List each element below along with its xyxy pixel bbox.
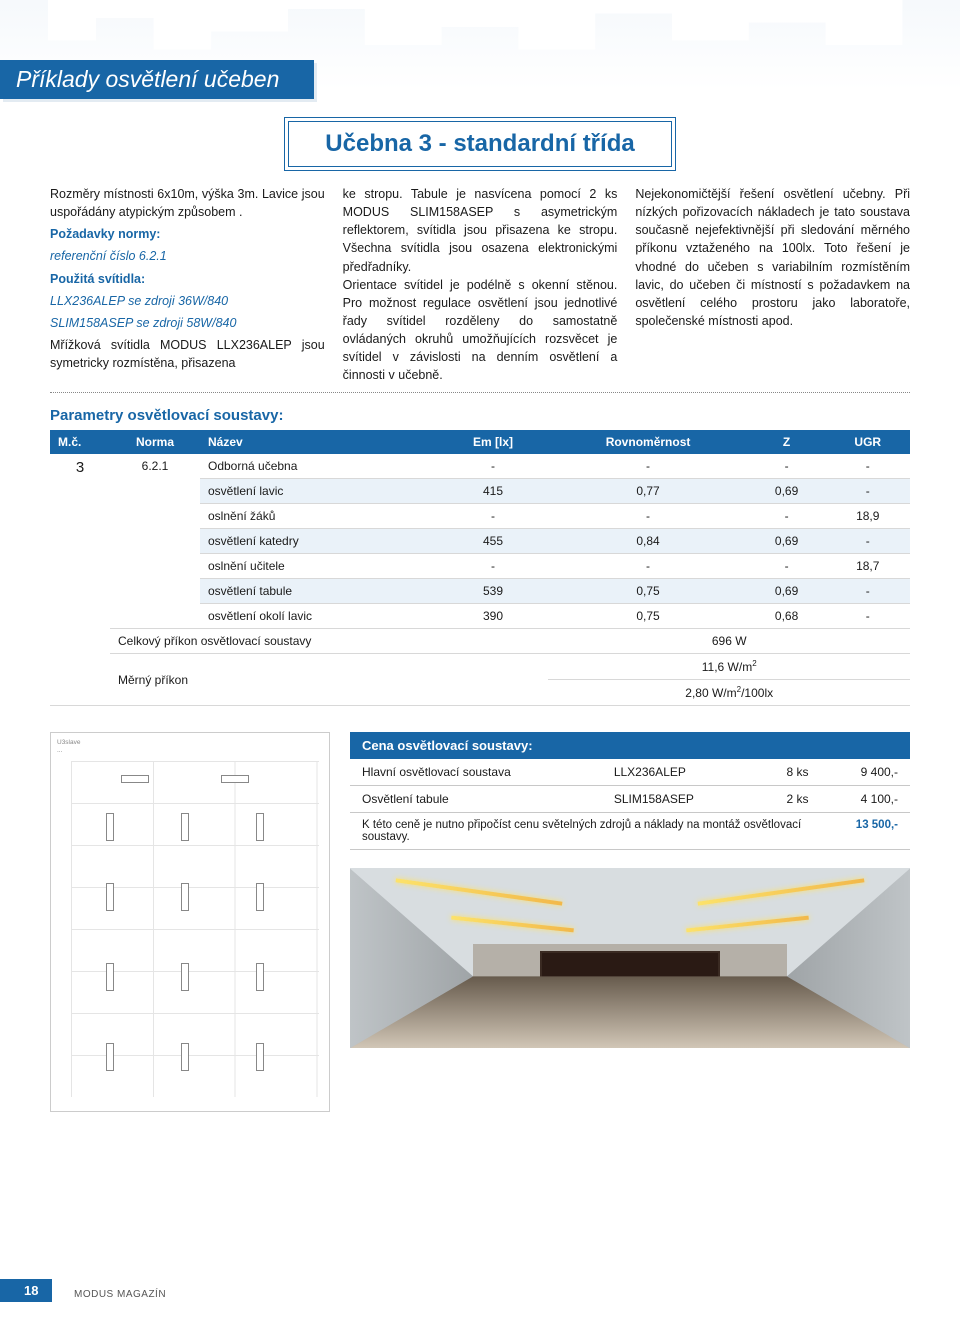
page-number: 18 [0, 1279, 52, 1302]
cell: 0,69 [748, 529, 826, 554]
th-em: Em [lx] [438, 430, 549, 454]
spec-power-2: 2,80 W/m2/100lx [548, 680, 910, 706]
cell: - [438, 554, 549, 579]
intro-col-2: ke stropu. Tabule je nasvícena pomocí 2 … [343, 185, 618, 384]
separator [50, 392, 910, 393]
cell: osvětlení okolí lavic [200, 604, 438, 629]
price-model: LLX236ALEP [602, 759, 754, 786]
table-header-row: M.č. Norma Název Em [lx] Rovnoměrnost Z … [50, 430, 910, 454]
cell: 0,77 [548, 479, 747, 504]
cell: 0,75 [548, 604, 747, 629]
cell: 0,69 [748, 479, 826, 504]
th-z: Z [748, 430, 826, 454]
th-mc: M.č. [50, 430, 110, 454]
page-subtitle: Učebna 3 - standardní třída [288, 121, 671, 167]
cell: - [826, 604, 910, 629]
price-total: 13 500,- [826, 819, 898, 843]
cell: - [438, 504, 549, 529]
price-note: K této ceně je nutno připočíst cenu svět… [362, 819, 826, 843]
fixture-description: Mřížková svítidla MODUS LLX236ALEP jsou … [50, 336, 325, 372]
parameters-table: M.č. Norma Název Em [lx] Rovnoměrnost Z … [50, 430, 910, 706]
lower-section: U3slave... Cena osvětlovací soust [50, 732, 910, 1112]
room-render [350, 868, 910, 1048]
fixtures-label: Použitá svítidla: [50, 270, 325, 288]
cell: Odborná učebna [200, 454, 438, 479]
magazine-name: MODUS MAGAZÍN [74, 1289, 166, 1300]
intro-col-3: Nejekonomičtější řešení osvětlení učebny… [635, 185, 910, 384]
cell: - [826, 579, 910, 604]
cell: - [438, 454, 549, 479]
fixture-b: SLIM158ASEP se zdroji 58W/840 [50, 314, 325, 332]
params-title: Parametry osvětlovací soustavy: [50, 407, 910, 424]
th-name: Název [200, 430, 438, 454]
floor-plan-diagram: U3slave... [50, 732, 330, 1112]
cell: osvětlení lavic [200, 479, 438, 504]
cell: 0,68 [748, 604, 826, 629]
price-label: Osvětlení tabule [350, 786, 602, 813]
subtitle-container: Učebna 3 - standardní třída [50, 121, 910, 167]
cell: - [748, 454, 826, 479]
cell: 539 [438, 579, 549, 604]
price-and-render: Cena osvětlovací soustavy: Hlavní osvětl… [350, 732, 910, 1112]
cell: 415 [438, 479, 549, 504]
price-qty: 8 ks [753, 759, 820, 786]
cell: 18,9 [826, 504, 910, 529]
price-table: Hlavní osvětlovací soustavaLLX236ALEP8 k… [350, 759, 910, 813]
price-row: Osvětlení tabuleSLIM158ASEP2 ks4 100,- [350, 786, 910, 813]
th-rov: Rovnoměrnost [548, 430, 747, 454]
cell: 0,75 [548, 579, 747, 604]
th-ugr: UGR [826, 430, 910, 454]
total-power-label: Celkový příkon osvětlovací soustavy [110, 629, 548, 654]
fixture-a: LLX236ALEP se zdroji 36W/840 [50, 292, 325, 310]
room-dimensions: Rozměry místnosti 6x10m, výška 3m. Lavic… [50, 185, 325, 221]
intro-columns: Rozměry místnosti 6x10m, výška 3m. Lavic… [50, 185, 910, 384]
norma-cell: 6.2.1 [110, 454, 200, 629]
cell: - [748, 504, 826, 529]
cell: - [548, 454, 747, 479]
cell: oslnění učitele [200, 554, 438, 579]
cell: 0,84 [548, 529, 747, 554]
spec-power-row: Měrný příkon11,6 W/m2 [50, 654, 910, 680]
requirements-label: Požadavky normy: [50, 225, 325, 243]
total-power-value: 696 W [548, 629, 910, 654]
intro-col-1: Rozměry místnosti 6x10m, výška 3m. Lavic… [50, 185, 325, 384]
reference-number: referenční číslo 6.2.1 [50, 247, 325, 265]
total-power-row: Celkový příkon osvětlovací soustavy696 W [50, 629, 910, 654]
price-amount: 4 100,- [821, 786, 910, 813]
price-qty: 2 ks [753, 786, 820, 813]
cell: - [548, 504, 747, 529]
cell: 455 [438, 529, 549, 554]
cell: 18,7 [826, 554, 910, 579]
cell: - [826, 454, 910, 479]
cell: 0,69 [748, 579, 826, 604]
price-header: Cena osvětlovací soustavy: [350, 732, 910, 759]
spec-power-1: 11,6 W/m2 [548, 654, 910, 680]
price-row: Hlavní osvětlovací soustavaLLX236ALEP8 k… [350, 759, 910, 786]
mc-cell: 3 [50, 454, 110, 706]
cell: - [548, 554, 747, 579]
cell: osvětlení katedry [200, 529, 438, 554]
price-model: SLIM158ASEP [602, 786, 754, 813]
cell: osvětlení tabule [200, 579, 438, 604]
cell: - [748, 554, 826, 579]
price-amount: 9 400,- [821, 759, 910, 786]
th-norma: Norma [110, 430, 200, 454]
table-row: 36.2.1Odborná učebna---- [50, 454, 910, 479]
spec-power-label: Měrný příkon [110, 654, 548, 706]
cell: oslnění žáků [200, 504, 438, 529]
cell: - [826, 529, 910, 554]
cell: 390 [438, 604, 549, 629]
price-label: Hlavní osvětlovací soustava [350, 759, 602, 786]
section-title: Příklady osvětlení učeben [0, 60, 314, 99]
cell: - [826, 479, 910, 504]
price-note-row: K této ceně je nutno připočíst cenu svět… [350, 813, 910, 850]
